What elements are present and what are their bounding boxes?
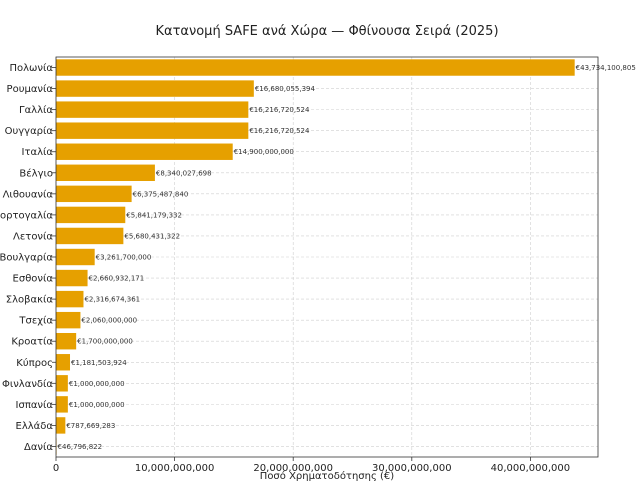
data-label: €1,181,503,924 (71, 359, 127, 367)
bar (56, 354, 71, 371)
category-label: Ελλάδα (16, 420, 54, 432)
data-label: €8,340,027,698 (156, 169, 212, 177)
data-label: €787,669,283 (66, 422, 115, 430)
bar (56, 59, 575, 76)
data-label: €14,900,000,000 (234, 148, 294, 156)
plot-frame (55, 56, 599, 458)
bar (56, 164, 155, 181)
category-label: Γαλλία (19, 104, 53, 116)
data-label: €6,375,487,840 (133, 190, 189, 198)
bar (56, 206, 126, 224)
bar (56, 122, 249, 139)
category-label: Κύπρος (16, 357, 53, 369)
category-labels: Πολωνία Ρουμανία Γαλλία Ουγγαρία Ιταλία Βέλγι… (0, 62, 53, 453)
bar (56, 375, 68, 392)
data-label: €16,216,720,524 (249, 106, 310, 114)
data-label: €3,261,700,000 (96, 254, 152, 262)
category-label: Κροατία (11, 336, 53, 348)
data-label: €2,060,000,000 (81, 317, 137, 325)
x-tick-label: 0 (53, 463, 59, 474)
chart-title: Κατανομή SAFE ανά Χώρα — Φθίνουσα Σειρά … (155, 24, 498, 39)
category-label: Ρουμανία (7, 83, 54, 95)
category-label: Φινλανδία (2, 378, 53, 390)
bar (56, 396, 68, 413)
category-label: Ουγγαρία (5, 125, 54, 137)
category-label: Ισπανία (16, 399, 54, 411)
data-label: €16,680,055,394 (255, 85, 316, 93)
category-label: Σλοβακία (6, 294, 54, 306)
x-ticks: 0 10,000,000,000 20,000,000,000 30,000,000,… (52, 67, 571, 474)
category-label: Ιταλία (22, 146, 54, 158)
bar (56, 248, 95, 266)
grid (55, 57, 598, 457)
x-tick-label: 40,000,000,000 (491, 463, 571, 474)
data-label: €43,734,100,805 (576, 64, 636, 72)
category-label: Τσεχία (18, 315, 53, 327)
x-tick-label: 20,000,000,000 (253, 463, 333, 474)
bar (56, 417, 66, 434)
bar (56, 227, 124, 245)
data-label: €1,700,000,000 (77, 338, 133, 346)
bar (56, 311, 81, 329)
bar (56, 333, 77, 350)
x-tick-label: 10,000,000,000 (135, 463, 215, 474)
x-tick-label: 30,000,000,000 (372, 463, 452, 474)
data-label: €5,680,431,322 (124, 232, 180, 240)
bar (56, 185, 132, 203)
data-label: €1,000,000,000 (69, 401, 125, 409)
category-label: Πορτογαλία (0, 209, 53, 221)
data-label: €2,316,674,361 (84, 296, 140, 304)
bar (56, 143, 233, 160)
category-label: Λιθουανία (3, 188, 54, 200)
bar (56, 290, 84, 308)
data-label: €5,841,179,332 (126, 211, 182, 219)
bar (56, 101, 249, 118)
category-label: Δανία (24, 441, 53, 453)
data-label: €46,796,822 (58, 443, 103, 451)
data-label: €1,000,000,000 (69, 380, 125, 388)
category-label: Βουλγαρία (0, 252, 53, 264)
category-label: Λετονία (13, 230, 53, 242)
x-axis-label: Ποσό Χρηματοδότησης (€) (260, 470, 394, 482)
bar (56, 269, 88, 287)
category-label: Πολωνία (10, 62, 54, 74)
data-label: €16,216,720,524 (249, 127, 310, 135)
category-label: Βέλγιο (19, 167, 53, 179)
bar (56, 80, 254, 97)
category-label: Εσθονία (13, 273, 54, 285)
bars (56, 59, 575, 455)
data-labels: €43,734,100,805 €16,680,055,394 €16,216,72… (58, 64, 636, 451)
data-label: €2,660,932,171 (89, 275, 145, 283)
